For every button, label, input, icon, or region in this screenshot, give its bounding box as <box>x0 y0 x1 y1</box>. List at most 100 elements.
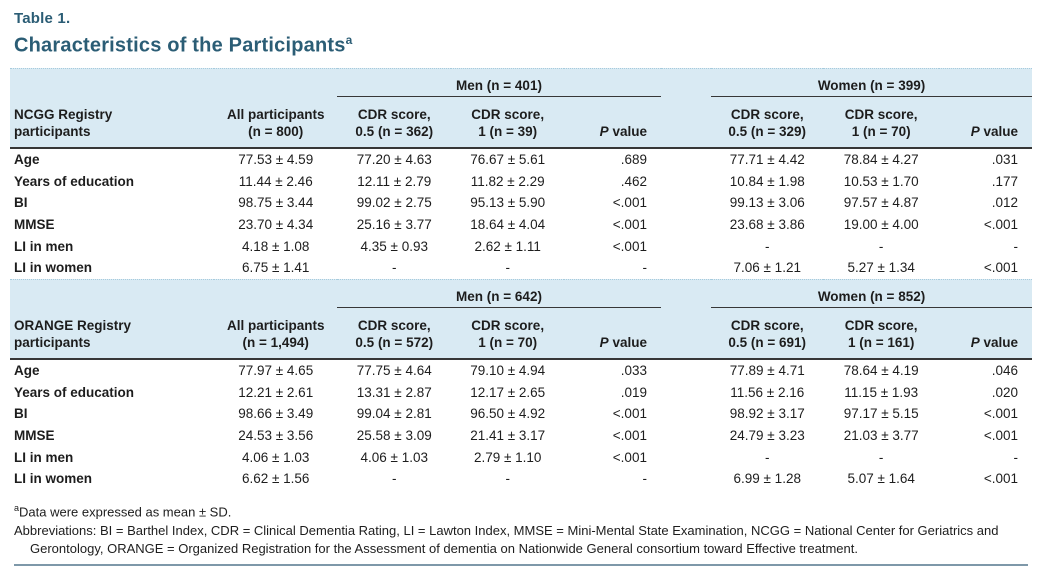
participants-table: Men (n = 401) Women (n = 399) NCGG Regis… <box>10 67 1032 490</box>
cell-women-cdr1: 10.53 ± 1.70 <box>843 173 919 189</box>
gap-cell <box>661 447 711 469</box>
spanner-gap <box>660 278 712 308</box>
cell-women-cdr05: 11.56 ± 2.16 <box>730 384 805 400</box>
cell-men-cdr1: - <box>505 471 510 487</box>
men-cdr1-header: CDR score, 1 (n = 70) <box>451 307 564 361</box>
men-cdr05-header: CDR score, 0.5 (n = 362) <box>337 96 452 150</box>
row-label: Years of education <box>14 173 135 189</box>
cell-men-cdr05: - <box>392 471 397 487</box>
gap-cell <box>661 257 711 279</box>
p-rest: value <box>979 124 1018 140</box>
cell-women-cdr1: 97.57 ± 4.87 <box>843 195 919 211</box>
cell-all-participants: 23.70 ± 4.34 <box>238 216 314 232</box>
cell-all-participants: 77.53 ± 4.59 <box>238 152 314 168</box>
footnotes: aData were expressed as mean ± SD. Abbre… <box>14 499 1032 558</box>
table-row: Years of education 12.21 ± 2.61 13.31 ± … <box>10 382 1032 404</box>
cell-men-pvalue: - <box>642 471 647 487</box>
cell-men-cdr05: 25.58 ± 3.09 <box>356 428 432 443</box>
abbreviations-line1: Abbreviations: BI = Barthel Index, CDR =… <box>14 523 999 539</box>
cell-men-cdr1: 11.82 ± 2.29 <box>470 173 545 189</box>
cell-men-pvalue: <.001 <box>612 195 647 211</box>
orange-spanner-row: Men (n = 642) Women (n = 852) <box>10 278 1032 308</box>
footnote-superscript: a <box>14 502 20 513</box>
all-participants-header: All participants (n = 800) <box>214 96 338 150</box>
women-cdr1-header: CDR score, 1 (n = 70) <box>823 96 939 150</box>
cell-men-cdr05: 4.06 ± 1.03 <box>360 449 428 465</box>
cell-men-cdr05: 77.75 ± 4.64 <box>356 363 432 379</box>
row-label: MMSE <box>14 428 55 443</box>
table-title-text: Characteristics of the Participants <box>14 34 346 57</box>
cell-men-cdr05: 99.04 ± 2.81 <box>356 406 432 422</box>
cell-all-participants: 98.66 ± 3.49 <box>238 406 314 422</box>
footnote-abbreviations: Abbreviations: BI = Barthel Index, CDR =… <box>14 522 1032 558</box>
gap-cell <box>661 214 711 236</box>
cell-men-cdr05: 12.11 ± 2.79 <box>357 173 432 189</box>
table-row: LI in men 4.18 ± 1.08 4.35 ± 0.93 2.62 ±… <box>10 236 1032 258</box>
cell-men-cdr1: 21.41 ± 3.17 <box>470 428 546 443</box>
men-cdr1-header: CDR score, 1 (n = 39) <box>451 96 564 150</box>
cell-women-cdr1: - <box>878 449 884 465</box>
cell-women-cdr1: 11.15 ± 1.93 <box>844 384 919 400</box>
cell-all-participants: 6.75 ± 1.41 <box>241 260 310 276</box>
cell-women-pvalue: .031 <box>991 152 1018 168</box>
cell-all-participants: 24.53 ± 3.56 <box>238 428 314 443</box>
cell-women-pvalue: - <box>1013 449 1019 465</box>
cell-men-pvalue: - <box>642 260 647 276</box>
gap-cell <box>661 171 711 193</box>
orange-rows: Age 77.97 ± 4.65 77.75 ± 4.64 79.10 ± 4.… <box>10 359 1032 490</box>
men-cdr05-header: CDR score, 0.5 (n = 572) <box>337 307 452 361</box>
footnote-data: aData were expressed as mean ± SD. <box>14 499 1032 521</box>
cell-men-cdr1: 76.67 ± 5.61 <box>470 152 546 168</box>
gap-cell <box>661 192 711 214</box>
women-spanner: Women (n = 399) <box>711 67 1032 97</box>
row-label: LI in men <box>14 238 74 254</box>
cell-women-cdr1: - <box>878 238 884 254</box>
header-gap <box>660 96 712 150</box>
gap-cell <box>661 403 711 425</box>
cell-men-cdr05: 77.20 ± 4.63 <box>356 152 432 168</box>
cell-women-cdr05: 23.68 ± 3.86 <box>729 216 805 232</box>
abbreviations-line2: Gerontology, ORANGE = Organized Registra… <box>30 541 858 557</box>
women-pvalue-header: P value <box>938 96 1032 150</box>
cell-women-pvalue: <.001 <box>983 428 1018 443</box>
cell-women-pvalue: <.001 <box>983 406 1018 422</box>
cell-men-pvalue: .019 <box>620 384 647 400</box>
women-spanner: Women (n = 852) <box>711 278 1032 308</box>
header-gap <box>660 307 712 361</box>
men-pvalue-header: P value <box>563 307 661 361</box>
spanner-spacer <box>10 278 338 308</box>
table-label: Table 1. <box>14 10 71 27</box>
cell-women-cdr05: 7.06 ± 1.21 <box>733 260 801 276</box>
women-cdr05-header: CDR score, 0.5 (n = 691) <box>711 307 824 361</box>
cell-women-cdr05: 77.71 ± 4.42 <box>729 152 805 168</box>
men-spanner: Men (n = 401) <box>337 67 661 97</box>
ncgg-column-headers: NCGG Registry participants All participa… <box>10 96 1032 150</box>
cell-all-participants: 4.18 ± 1.08 <box>241 238 310 254</box>
cell-women-pvalue: .012 <box>991 195 1018 211</box>
table-row: LI in women 6.75 ± 1.41 - - - 7.06 ± 1.2… <box>10 257 1032 279</box>
cell-men-pvalue: <.001 <box>612 216 647 232</box>
all-participants-header: All participants (n = 1,494) <box>214 307 338 361</box>
cell-men-cdr05: 25.16 ± 3.77 <box>356 216 432 232</box>
gap-cell <box>661 359 711 382</box>
row-label: LI in women <box>14 260 93 276</box>
table-row: LI in men 4.06 ± 1.03 4.06 ± 1.03 2.79 ±… <box>10 447 1032 469</box>
p-rest: value <box>608 124 647 140</box>
row-label: BI <box>14 406 28 422</box>
table-row: BI 98.75 ± 3.44 99.02 ± 2.75 95.13 ± 5.9… <box>10 192 1032 214</box>
cell-women-cdr05: - <box>764 449 770 465</box>
row-label: Age <box>14 363 40 379</box>
gap-cell <box>661 148 711 171</box>
cell-women-cdr1: 97.17 ± 5.15 <box>843 406 919 422</box>
cell-men-cdr1: 12.17 ± 2.65 <box>470 384 546 400</box>
cell-women-cdr1: 19.00 ± 4.00 <box>843 216 919 232</box>
cell-women-cdr05: 10.84 ± 1.98 <box>729 173 805 189</box>
cell-men-cdr1: 79.10 ± 4.94 <box>470 363 546 379</box>
stub-header: ORANGE Registry participants <box>10 307 215 361</box>
cell-men-cdr1: 2.62 ± 1.11 <box>474 238 541 254</box>
table-row: Age 77.53 ± 4.59 77.20 ± 4.63 76.67 ± 5.… <box>10 148 1032 171</box>
cell-men-cdr1: 95.13 ± 5.90 <box>470 195 546 211</box>
row-label: LI in men <box>14 449 74 465</box>
cell-women-cdr1: 21.03 ± 3.77 <box>843 428 919 443</box>
